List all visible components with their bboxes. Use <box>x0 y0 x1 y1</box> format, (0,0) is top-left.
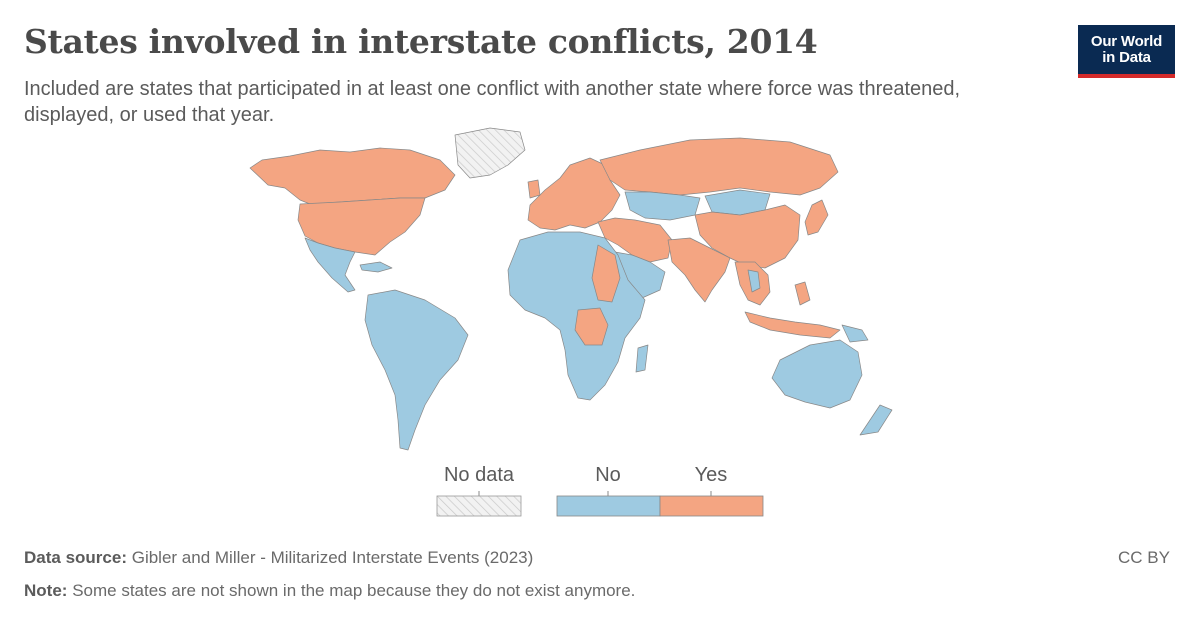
map-region-png <box>841 324 869 343</box>
owid-logo[interactable]: Our World in Data <box>1078 25 1175 78</box>
map-region-mexico <box>304 237 356 293</box>
map-region-greenland <box>454 127 526 179</box>
map-region-dr-congo <box>574 307 609 346</box>
map-region-russia <box>599 137 839 196</box>
map-region-uk <box>527 179 541 199</box>
map-region-south-america <box>364 289 469 451</box>
map-region-australia <box>771 339 863 409</box>
source-label: Data source: <box>24 548 127 567</box>
map-region-sudan <box>591 244 621 303</box>
map-region-madagascar <box>635 344 649 373</box>
map-region-canada <box>249 147 456 205</box>
data-source: Data source: Gibler and Miller - Militar… <box>24 548 533 568</box>
map-region-japan <box>804 199 829 236</box>
map-region-south-asia <box>667 237 731 303</box>
map-region-thailand <box>747 269 761 293</box>
chart-subtitle: Included are states that participated in… <box>24 78 961 126</box>
legend-no-label: No <box>595 464 621 486</box>
map-region-usa <box>297 197 426 256</box>
legend-no-swatch <box>556 495 661 517</box>
map-region-china <box>694 204 801 269</box>
note-text: Some states are not shown in the map bec… <box>72 581 636 600</box>
logo-line-1: Our World <box>1090 32 1163 50</box>
logo-line-2: in Data <box>1102 48 1151 66</box>
legend-yes-label: Yes <box>694 464 728 486</box>
note: Note: Some states are not shown in the m… <box>24 581 635 601</box>
map-region-europe <box>527 157 621 231</box>
map-region-new-zealand <box>859 404 893 436</box>
map-region-philippines <box>794 281 811 306</box>
map-region-middle-east <box>597 217 673 263</box>
map-region-caribbean <box>359 261 393 273</box>
legend-yes-swatch <box>659 495 764 517</box>
note-label: Note: <box>24 581 68 600</box>
source-text[interactable]: Gibler and Miller - Militarized Intersta… <box>131 548 534 567</box>
chart-title: States involved in interstate conflicts,… <box>24 22 818 61</box>
map-region-indonesia <box>744 311 841 339</box>
license-link[interactable]: CC BY <box>1118 548 1170 567</box>
legend-no-data-label: No data <box>443 464 515 486</box>
legend-no-data-swatch <box>436 495 522 517</box>
